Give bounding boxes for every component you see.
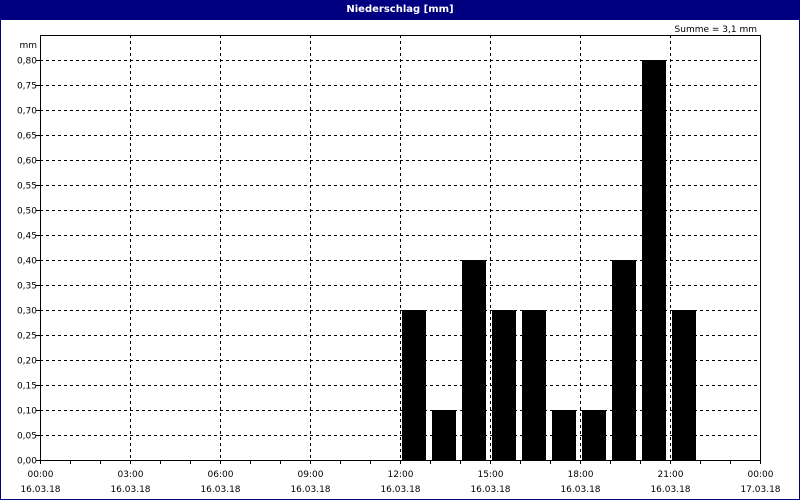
x-tick-time: 00:00 [28,470,54,480]
y-tick-label: 0,05 [17,432,37,442]
y-tick-label: 0,20 [17,357,37,367]
x-tick-time: 00:00 [748,470,774,480]
x-tick-date: 16.03.18 [290,485,330,495]
bar-20:00 [642,60,666,460]
sum-label: Summe = 3,1 mm [674,25,757,35]
y-tick-label: 0,75 [17,82,37,92]
bar-18:00 [582,410,606,460]
x-tick-time: 12:00 [388,470,414,480]
bar-16:00 [522,310,546,460]
x-tick-date: 16.03.18 [200,485,240,495]
y-tick-label: 0,55 [17,182,37,192]
bar-14:00 [462,260,486,460]
bar-21:00 [672,310,696,460]
title-bar: Niederschlag [mm] [1,1,799,20]
bar-17:00 [552,410,576,460]
y-tick-label: 0,80 [17,57,37,67]
bar-13:00 [432,410,456,460]
x-tick-date: 16.03.18 [380,485,420,495]
y-tick-label: 0,65 [17,132,37,142]
x-tick-time: 06:00 [208,470,234,480]
y-tick-label: 0,35 [17,282,37,292]
x-tick-time: 18:00 [568,470,594,480]
y-tick-label: 0,10 [17,407,37,417]
x-tick-date: 17.03.18 [740,485,780,495]
y-axis-label: mm [19,41,37,51]
y-tick-label: 0,15 [17,382,37,392]
y-tick-label: 0,40 [17,257,37,267]
x-tick-date: 16.03.18 [560,485,600,495]
x-tick-time: 21:00 [658,470,684,480]
x-tick-time: 03:00 [118,470,144,480]
y-tick-label: 0,45 [17,232,37,242]
y-tick-label: 0,60 [17,157,37,167]
x-tick-date: 16.03.18 [650,485,690,495]
y-tick-label: 0,25 [17,332,37,342]
plot-frame [40,35,761,461]
y-tick-label: 0,70 [17,107,37,117]
y-tick-label: 0,50 [17,207,37,217]
y-tick-label: 0,30 [17,307,37,317]
bar-19:00 [612,260,636,460]
x-tick-time: 15:00 [478,470,504,480]
x-tick-date: 16.03.18 [20,485,60,495]
x-tick-date: 16.03.18 [470,485,510,495]
x-tick-date: 16.03.18 [110,485,150,495]
bar-12:00 [402,310,426,460]
y-tick-label: 0,00 [17,457,37,467]
bar-15:00 [492,310,516,460]
x-tick-time: 09:00 [298,470,324,480]
